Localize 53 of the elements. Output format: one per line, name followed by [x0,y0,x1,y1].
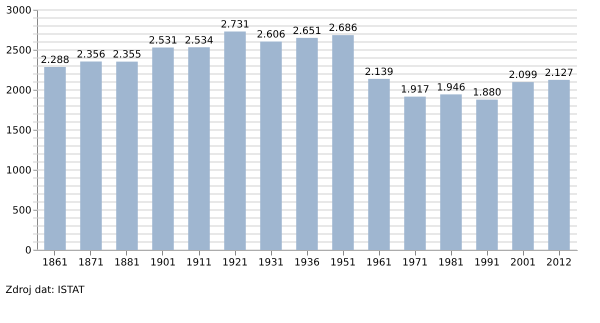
x-tick-label: 1961 [366,258,392,268]
data-label: 1.880 [472,88,502,99]
data-label: 2.534 [184,35,214,46]
data-label: 2.531 [148,36,178,47]
data-label: 2.099 [508,70,538,82]
x-tick-label: 1936 [294,258,320,268]
y-tick-label: 1500 [6,126,32,136]
y-tick-label: 500 [12,206,32,216]
data-label: 2.355 [112,50,142,61]
y-tick-label: 2000 [6,86,32,96]
bar [512,82,534,250]
y-tick-label: 3000 [6,6,32,16]
bar [332,35,354,250]
x-tick-label: 1901 [150,258,176,268]
bar [260,42,282,250]
bar [44,66,66,250]
x-tick-label: 1871 [78,258,104,268]
x-tick-label: 2001 [510,258,536,268]
bar [476,100,498,250]
bar [440,94,462,250]
y-tick-label: 2500 [6,46,32,56]
data-label: 2.606 [256,30,286,41]
bar [368,78,390,250]
data-label: 2.139 [364,66,394,78]
x-tick-label: 1991 [474,258,500,268]
bar [188,47,210,250]
x-tick-label: 1911 [186,258,212,268]
bar [152,48,174,250]
text: Zdroj dat: ISTAT [6,285,86,296]
y-tick-label: 0 [25,246,32,256]
data-label: 2.127 [544,68,574,79]
data-label: 2.686 [328,23,358,34]
data-label: 2.288 [40,54,70,66]
x-tick-label: 1951 [330,258,356,268]
x-tick-label: 1881 [114,258,140,268]
x-tick-label: 1931 [258,258,284,268]
x-tick-label: 1981 [438,258,464,268]
x-tick-label: 1861 [42,258,68,268]
bar [80,62,102,250]
bar [116,62,138,250]
x-tick-label: 1921 [222,258,248,268]
bar [224,32,246,250]
data-label: 2.651 [292,26,322,37]
x-tick-label: 1971 [402,258,428,268]
bar [548,80,570,250]
data-label: 2.356 [76,50,106,61]
data-label: 1.917 [400,84,430,96]
bar [296,38,318,250]
data-label: 1.946 [436,82,466,94]
y-tick-label: 1000 [6,166,32,176]
bar [404,96,426,250]
x-tick-label: 2012 [546,258,572,268]
data-label: 2.731 [220,20,250,31]
